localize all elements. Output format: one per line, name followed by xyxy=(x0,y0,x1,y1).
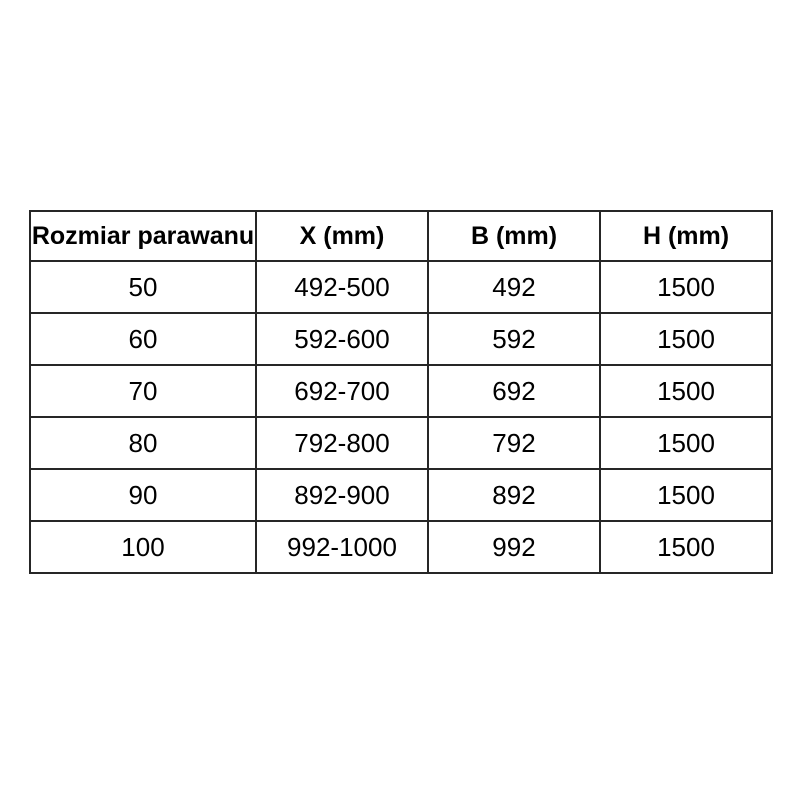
cell-size: 100 xyxy=(29,520,257,574)
header-row: Rozmiar parawanu X (mm) B (mm) H (mm) xyxy=(29,210,773,262)
cell-h: 1500 xyxy=(599,468,773,522)
cell-b: 892 xyxy=(427,468,601,522)
table-row: 100 992-1000 992 1500 xyxy=(29,520,773,574)
cell-size: 80 xyxy=(29,416,257,470)
table-row: 50 492-500 492 1500 xyxy=(29,260,773,314)
header-cell-rozmiar: Rozmiar parawanu xyxy=(29,210,257,262)
cell-b: 992 xyxy=(427,520,601,574)
table-row: 80 792-800 792 1500 xyxy=(29,416,773,470)
header-cell-x: X (mm) xyxy=(255,210,429,262)
table-row: 60 592-600 592 1500 xyxy=(29,312,773,366)
cell-b: 592 xyxy=(427,312,601,366)
cell-size: 90 xyxy=(29,468,257,522)
cell-x: 792-800 xyxy=(255,416,429,470)
cell-x: 992-1000 xyxy=(255,520,429,574)
cell-x: 592-600 xyxy=(255,312,429,366)
cell-h: 1500 xyxy=(599,520,773,574)
cell-h: 1500 xyxy=(599,416,773,470)
cell-x: 692-700 xyxy=(255,364,429,418)
size-table: Rozmiar parawanu X (mm) B (mm) H (mm) 50… xyxy=(29,210,773,574)
cell-x: 892-900 xyxy=(255,468,429,522)
header-cell-b: B (mm) xyxy=(427,210,601,262)
cell-x: 492-500 xyxy=(255,260,429,314)
cell-b: 492 xyxy=(427,260,601,314)
cell-h: 1500 xyxy=(599,312,773,366)
table-row: 70 692-700 692 1500 xyxy=(29,364,773,418)
cell-h: 1500 xyxy=(599,364,773,418)
cell-h: 1500 xyxy=(599,260,773,314)
cell-size: 50 xyxy=(29,260,257,314)
cell-b: 692 xyxy=(427,364,601,418)
table-row: 90 892-900 892 1500 xyxy=(29,468,773,522)
header-cell-h: H (mm) xyxy=(599,210,773,262)
cell-b: 792 xyxy=(427,416,601,470)
cell-size: 60 xyxy=(29,312,257,366)
cell-size: 70 xyxy=(29,364,257,418)
